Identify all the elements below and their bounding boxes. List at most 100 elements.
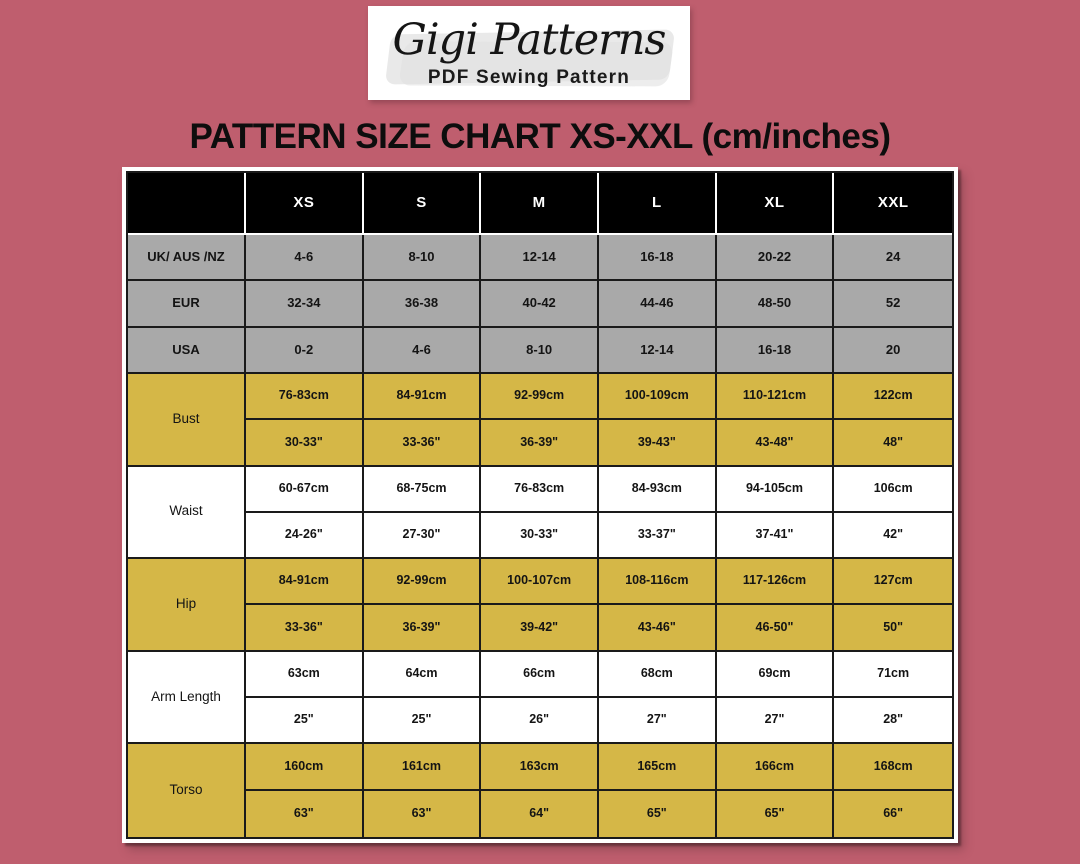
measurement-cell-cm: 108-116cm	[598, 559, 717, 606]
measurement-cell-cm: 84-91cm	[246, 559, 364, 606]
measurement-cell-inches: 27"	[598, 698, 717, 745]
row-label-torso: Torso	[128, 744, 246, 837]
measurement-cell-inches: 24-26"	[246, 512, 364, 560]
measurement-cell-inches: 64"	[481, 790, 599, 837]
measurement-cell-cm: 106cm	[834, 466, 952, 513]
measurement-cell-cm: 68-75cm	[363, 466, 482, 513]
measurement-cell-inches: 27"	[716, 698, 835, 745]
measurement-cell-cm: 163cm	[481, 744, 599, 791]
row-label-uk-aus-nz: UK/ AUS /NZ	[128, 235, 246, 282]
measurement-cell-inches: 36-39"	[363, 605, 482, 652]
measurement-cell-inches: 46-50"	[716, 605, 835, 652]
measurement-cell-inches: 25"	[363, 698, 482, 745]
measurement-cell-cm: 84-91cm	[363, 373, 482, 421]
corner-cell	[128, 173, 246, 235]
measurement-cell-cm: 76-83cm	[481, 466, 599, 513]
measurement-cell-inches: 43-46"	[598, 605, 717, 652]
measurement-cell-inches: 63"	[246, 790, 364, 837]
measurement-cell-cm: 71cm	[834, 651, 952, 699]
size-cell: 20	[834, 327, 952, 374]
size-cell: 32-34	[246, 281, 364, 328]
measurement-cell-cm: 100-109cm	[598, 373, 717, 421]
col-header-xl: XL	[716, 173, 835, 235]
measurement-cell-inches: 50"	[834, 605, 952, 652]
col-header-xs: XS	[246, 173, 364, 235]
measurement-cell-cm: 76-83cm	[246, 373, 364, 421]
row-label-waist: Waist	[128, 466, 246, 560]
logo-subtitle: PDF Sewing Pattern	[427, 67, 631, 88]
measurement-cell-inches: 33-36"	[363, 420, 482, 467]
size-cell: 16-18	[598, 235, 717, 282]
row-label-bust: Bust	[128, 373, 246, 467]
measurement-cell-cm: 110-121cm	[716, 373, 835, 421]
measurement-cell-cm: 127cm	[834, 559, 952, 606]
row-label-eur: EUR	[128, 281, 246, 328]
logo-card: Gigi Patterns PDF Sewing Pattern	[368, 6, 690, 100]
col-header-xxl: XXL	[834, 173, 952, 235]
size-cell: 52	[834, 281, 952, 328]
page-title: PATTERN SIZE CHART XS-XXL (cm/inches)	[189, 117, 891, 156]
size-cell: 48-50	[716, 281, 835, 328]
size-cell: 20-22	[716, 235, 835, 282]
measurement-cell-cm: 166cm	[716, 744, 835, 791]
measurement-cell-inches: 37-41"	[716, 512, 835, 560]
row-label-hip: Hip	[128, 559, 246, 652]
measurement-cell-cm: 84-93cm	[598, 466, 717, 513]
measurement-cell-cm: 161cm	[363, 744, 482, 791]
measurement-cell-inches: 43-48"	[716, 420, 835, 467]
measurement-cell-inches: 25"	[246, 698, 364, 745]
size-cell: 12-14	[598, 327, 717, 374]
measurement-cell-inches: 33-36"	[246, 605, 364, 652]
measurement-cell-inches: 66"	[834, 790, 952, 837]
size-cell: 16-18	[716, 327, 835, 374]
size-cell: 0-2	[246, 327, 364, 374]
measurement-cell-inches: 42"	[834, 512, 952, 560]
measurement-cell-inches: 27-30"	[363, 512, 482, 560]
measurement-cell-cm: 117-126cm	[716, 559, 835, 606]
col-header-m: M	[481, 173, 599, 235]
measurement-cell-inches: 36-39"	[481, 420, 599, 467]
brand-name: Gigi Patterns	[392, 15, 666, 65]
size-cell: 4-6	[363, 327, 482, 374]
col-header-s: S	[363, 173, 482, 235]
measurement-cell-cm: 68cm	[598, 651, 717, 699]
size-cell: 40-42	[481, 281, 599, 328]
measurement-cell-cm: 168cm	[834, 744, 952, 791]
measurement-cell-cm: 100-107cm	[481, 559, 599, 606]
measurement-cell-inches: 30-33"	[246, 420, 364, 467]
size-cell: 44-46	[598, 281, 717, 328]
size-cell: 36-38	[363, 281, 482, 328]
measurement-cell-cm: 64cm	[363, 651, 482, 699]
measurement-cell-inches: 28"	[834, 698, 952, 745]
measurement-cell-cm: 122cm	[834, 373, 952, 421]
size-cell: 8-10	[363, 235, 482, 282]
measurement-cell-inches: 26"	[481, 698, 599, 745]
size-cell: 4-6	[246, 235, 364, 282]
measurement-cell-inches: 33-37"	[598, 512, 717, 560]
size-chart-grid: XS S M L XL XXL UK/ AUS /NZ 4-6 8-10 12-14 16-18 20…	[126, 171, 954, 839]
measurement-cell-cm: 94-105cm	[716, 466, 835, 513]
measurement-cell-cm: 92-99cm	[363, 559, 482, 606]
measurement-cell-inches: 63"	[363, 790, 482, 837]
measurement-cell-cm: 66cm	[481, 651, 599, 699]
measurement-cell-inches: 39-43"	[598, 420, 717, 467]
measurement-cell-inches: 30-33"	[481, 512, 599, 560]
measurement-cell-cm: 63cm	[246, 651, 364, 699]
size-cell: 8-10	[481, 327, 599, 374]
measurement-cell-inches: 48"	[834, 420, 952, 467]
measurement-cell-inches: 39-42"	[481, 605, 599, 652]
row-label-arm-length: Arm Length	[128, 651, 246, 745]
measurement-cell-cm: 69cm	[716, 651, 835, 699]
measurement-cell-cm: 165cm	[598, 744, 717, 791]
measurement-cell-cm: 160cm	[246, 744, 364, 791]
measurement-cell-inches: 65"	[716, 790, 835, 837]
size-cell: 12-14	[481, 235, 599, 282]
measurement-cell-cm: 92-99cm	[481, 373, 599, 421]
measurement-cell-inches: 65"	[598, 790, 717, 837]
measurement-cell-cm: 60-67cm	[246, 466, 364, 513]
row-label-usa: USA	[128, 327, 246, 374]
col-header-l: L	[598, 173, 717, 235]
size-chart: XS S M L XL XXL UK/ AUS /NZ 4-6 8-10 12-14 16-18 20…	[122, 167, 958, 843]
size-cell: 24	[834, 235, 952, 282]
